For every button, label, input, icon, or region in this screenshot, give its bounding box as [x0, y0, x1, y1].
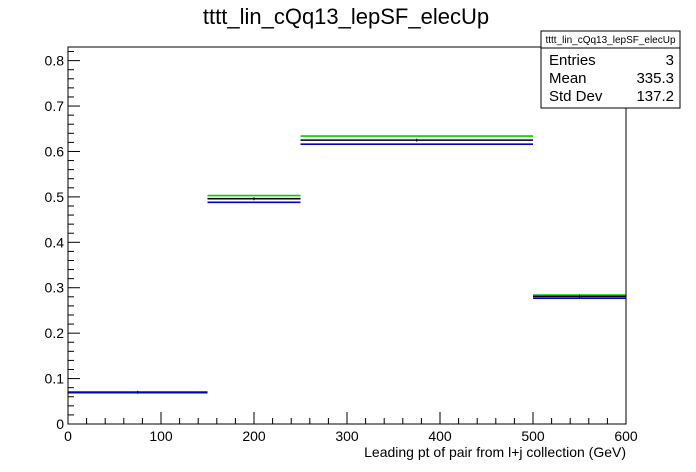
y-axis: 0 0.1 0.2 0.3 0.4 0.5 0.6 0.7 0.8 [45, 51, 80, 432]
y-tick-label: 0.7 [45, 98, 65, 114]
x-tick-label: 0 [64, 428, 72, 444]
y-tick-label: 0.1 [45, 371, 65, 387]
stats-stddev-label: Std Dev [549, 88, 603, 105]
chart-title: tttt_lin_cQq13_lepSF_elecUp [203, 4, 489, 29]
y-tick-label: 0.8 [45, 53, 65, 69]
stats-box: tttt_lin_cQq13_lepSF_elecUp Entries 3 Me… [540, 30, 681, 109]
stats-mean-label: Mean [549, 70, 587, 87]
x-axis: 0 100 200 300 400 500 600 [64, 412, 638, 444]
x-tick-label: 400 [428, 428, 452, 444]
y-tick-label: 0.4 [45, 234, 65, 250]
y-tick-label: 0 [56, 416, 64, 432]
y-tick-label: 0.6 [45, 143, 65, 159]
y-tick-label: 0.2 [45, 325, 65, 341]
x-tick-label: 100 [149, 428, 173, 444]
stats-mean-value: 335.3 [636, 70, 674, 87]
x-tick-label: 500 [521, 428, 545, 444]
x-tick-label: 200 [242, 428, 266, 444]
stats-box-frame [540, 30, 681, 109]
stats-entries-value: 3 [666, 52, 674, 69]
x-axis-label: Leading pt of pair from l+j collection (… [364, 444, 626, 460]
stats-box-title: tttt_lin_cQq13_lepSF_elecUp [545, 35, 676, 46]
y-tick-label: 0.5 [45, 189, 65, 205]
stats-entries-label: Entries [549, 52, 596, 69]
x-tick-label: 300 [335, 428, 359, 444]
x-tick-label: 600 [614, 428, 638, 444]
stats-stddev-value: 137.2 [636, 88, 674, 105]
histogram-bars [68, 135, 626, 394]
y-tick-label: 0.3 [45, 280, 65, 296]
